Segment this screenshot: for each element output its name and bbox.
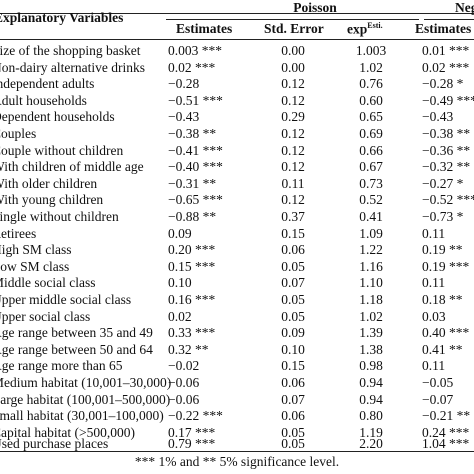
table-row: Dependent households −0.43 0.29 0.65 −0.43	[0, 109, 454, 125]
variables-header: Explanatory Variables	[0, 10, 124, 25]
table-row: Used purchase places 0.79 *** 0.05 2.20 1.04…	[0, 436, 470, 451]
table-row: Independent adults −0.28 0.12 0.76 −0.28 *	[0, 76, 464, 92]
header-rule	[0, 39, 474, 40]
poisson-group-rule	[166, 19, 419, 20]
table-row: Age range between 50 and 64 0.32 ** 0.10 1.…	[0, 341, 463, 357]
table-row: With young children −0.65 *** 0.12 0.52 −0.5…	[0, 192, 474, 208]
table-row: Medium habitat (10,001–30,000) −0.06 0.06 0…	[0, 375, 454, 390]
table-row: Couples−0.38 **0.120.69−0.38 **	[0, 126, 471, 141]
table-row: Size of the shopping basket 0.003 *** 0.00…	[0, 43, 470, 58]
nb-estimates-column-header: Estimates	[415, 21, 472, 36]
negbin-group-header: Negative Binomial	[455, 0, 474, 15]
table-row: Couple without children −0.41 *** 0.12 0.66…	[0, 142, 471, 158]
std-error-column-header: Std. Error	[264, 21, 324, 36]
table-row: With children of middle age −0.40 *** 0.12…	[0, 159, 471, 175]
table-row: With older children −0.31 ** 0.11 0.73 −0.27…	[0, 175, 464, 191]
table-row: Upper social class 0.02 0.05 1.02 0.03	[0, 308, 446, 324]
table-row: Single without children −0.88 ** 0.37 0.41−…	[0, 209, 464, 224]
poisson-group-header: Poisson	[293, 0, 337, 15]
table-row: Small habitat (30,001–100,000) −0.22 *** 0…	[0, 408, 471, 424]
table-row: Large habitat (100,001–500,000) −0.06 0.07…	[0, 391, 454, 407]
significance-footnote: *** 1% and ** 5% significance level.	[134, 454, 340, 469]
table-row: Adult households −0.51 *** 0.12 0.60 −0.49 *…	[0, 92, 474, 108]
table-row: Non-dairy alternative drinks 0.02 *** 0.00…	[0, 59, 470, 75]
table-row: Age range between 35 and 49 0.33 *** 0.09 1…	[0, 325, 470, 341]
negbin-group-rule	[424, 19, 474, 20]
exp-column-header: expEsti.	[347, 21, 383, 37]
top-rule	[0, 13, 474, 14]
table-row: Retirees0.090.151.090.11	[0, 225, 446, 241]
table-row: Middle social class 0.10 0.07 1.10 0.11	[0, 275, 446, 291]
estimates-column-header: Estimates	[176, 21, 233, 36]
bottom-rule	[0, 451, 474, 452]
table-row: Age range more than 65 −0.02 0.15 0.98 0.11	[0, 358, 446, 374]
table-row: Upper middle social class 0.16 *** 0.05 1.1…	[0, 292, 463, 307]
table-row: Capital habitat (>500,000) 0.17 *** 0.05 1.…	[0, 424, 470, 440]
